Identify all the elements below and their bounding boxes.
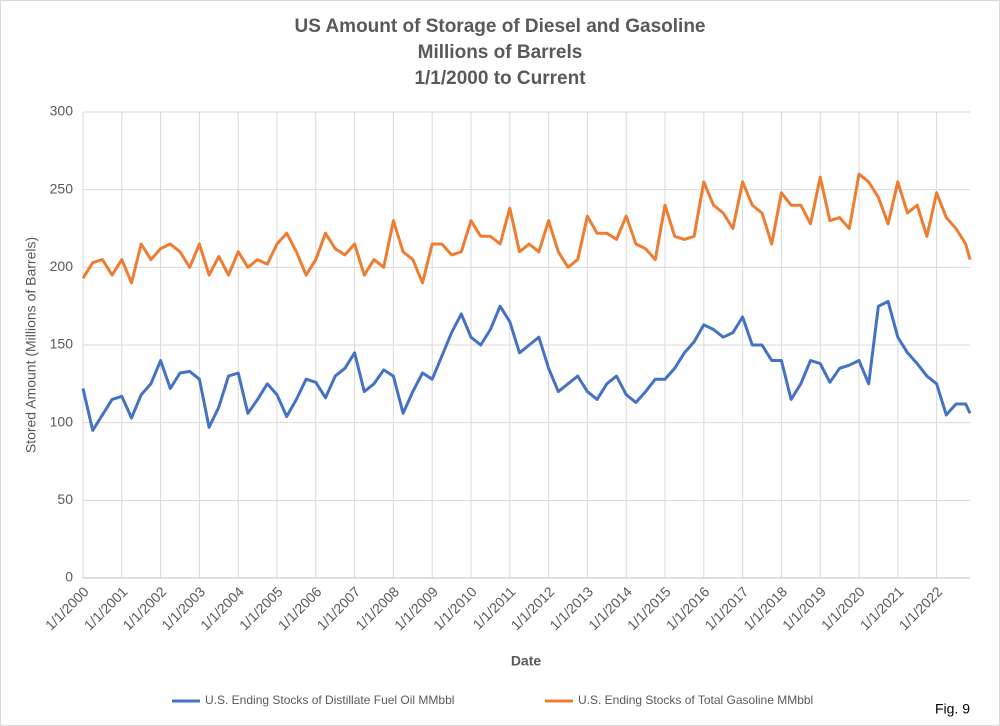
y-tick-label: 150 [50, 336, 74, 352]
y-tick-label: 300 [50, 103, 74, 119]
x-axis-title: Date [511, 653, 542, 669]
chart-subtitle: Millions of Barrels [418, 42, 583, 63]
chart-subtitle: 1/1/2000 to Current [414, 68, 586, 89]
y-axis-title: Stored Amount (Millions of Barrels) [23, 237, 39, 453]
y-tick-label: 0 [65, 569, 73, 585]
legend-label: U.S. Ending Stocks of Distillate Fuel Oi… [205, 693, 454, 707]
y-tick-label: 50 [57, 491, 73, 507]
y-tick-label: 200 [50, 258, 74, 274]
figure-note: Fig. 9 [935, 701, 970, 717]
y-tick-label: 250 [50, 180, 74, 196]
y-tick-label: 100 [50, 413, 74, 429]
chart-title: US Amount of Storage of Diesel and Gasol… [294, 16, 705, 37]
series-line [81, 300, 972, 432]
legend-label: U.S. Ending Stocks of Total Gasoline MMb… [578, 693, 813, 707]
series-line [81, 172, 972, 285]
